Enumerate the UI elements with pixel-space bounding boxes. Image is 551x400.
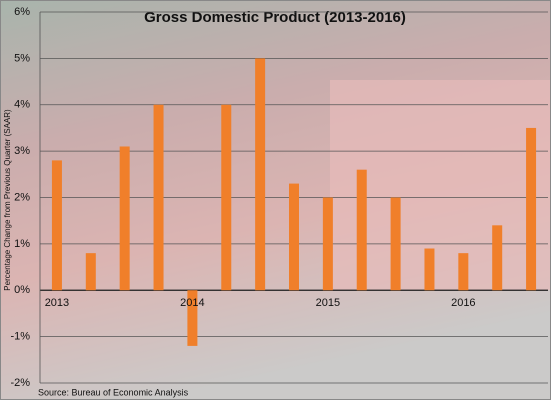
y-tick-label: 1% <box>14 238 30 250</box>
y-tick-label: -1% <box>10 331 30 343</box>
bar <box>153 104 164 291</box>
y-tick-label: 3% <box>14 145 30 157</box>
bar <box>51 160 62 291</box>
y-tick-label: 6% <box>14 6 30 18</box>
y-tick-label: 2% <box>14 191 30 203</box>
bar <box>85 253 96 291</box>
bar <box>458 253 469 291</box>
y-axis-label: Percentage Change from Previous Quarter … <box>3 109 12 291</box>
chart-title: Gross Domestic Product (2013-2016) <box>144 9 406 26</box>
bar <box>492 225 503 291</box>
bar <box>289 183 299 291</box>
x-tick-label: 2013 <box>45 297 69 309</box>
y-tick-label: 5% <box>14 52 30 64</box>
y-tick-label: -2% <box>10 377 30 389</box>
bar <box>356 169 367 291</box>
bar <box>322 197 333 291</box>
bar <box>255 58 266 291</box>
y-tick-label: 4% <box>14 99 30 111</box>
source-note: Source: Bureau of Economic Analysis <box>38 387 189 397</box>
bar <box>526 127 537 291</box>
bar <box>119 146 130 291</box>
y-tick-label: 0% <box>14 284 30 296</box>
bar <box>221 104 232 291</box>
bar <box>187 290 198 346</box>
bar <box>390 197 401 291</box>
x-tick-label: 2015 <box>316 297 340 309</box>
bar <box>424 248 435 291</box>
x-tick-label: 2016 <box>451 297 475 309</box>
x-tick-label: 2014 <box>180 297 204 309</box>
